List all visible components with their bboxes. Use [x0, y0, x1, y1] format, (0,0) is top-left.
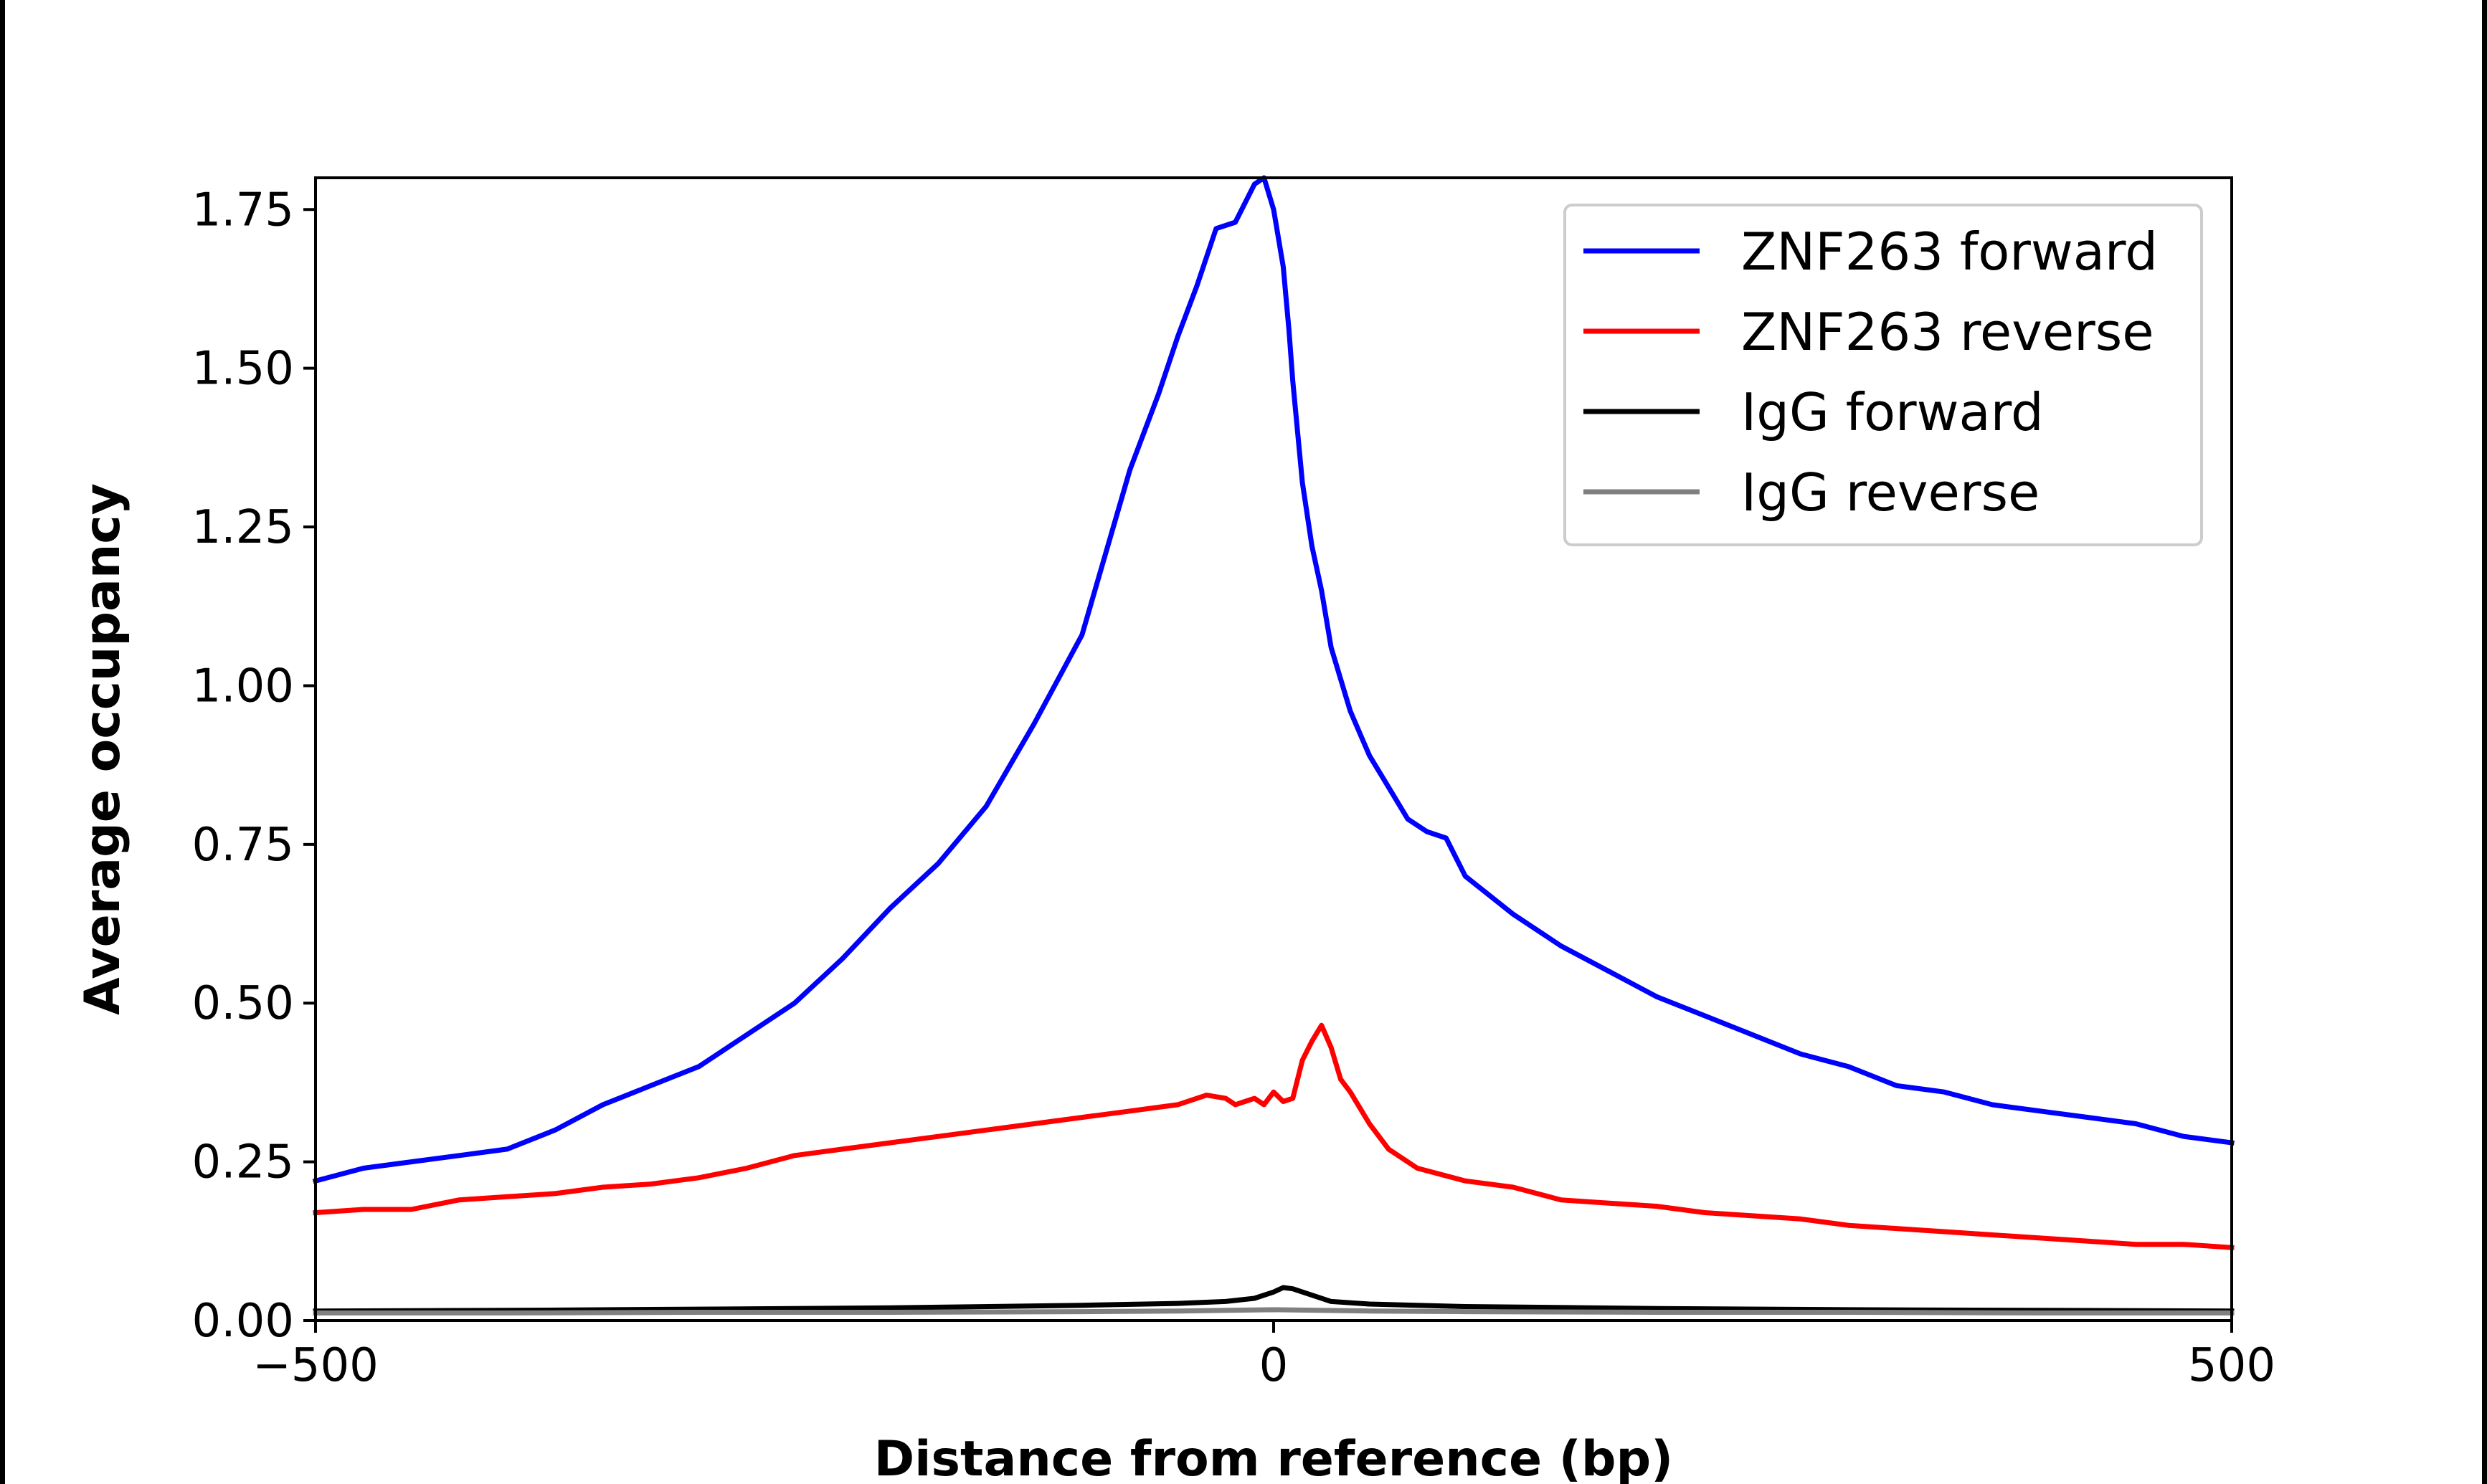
- series-line-igg-forward: [313, 1285, 2235, 1314]
- x-axis-ticks: −500 0 500: [252, 1321, 2275, 1392]
- x-tick-label: 500: [2188, 1339, 2275, 1392]
- legend-label: ZNF263 reverse: [1741, 302, 2154, 362]
- x-tick-label: −500: [252, 1339, 379, 1392]
- y-tick-label: 1.50: [192, 343, 295, 396]
- series-line-znf263-forward: [312, 175, 2235, 1184]
- x-axis-label: Distance from reference (bp): [874, 1431, 1674, 1484]
- left-border: [0, 0, 5, 1484]
- legend-label: IgG reverse: [1741, 462, 2040, 523]
- y-tick-label: 1.75: [192, 184, 295, 237]
- legend-label: IgG forward: [1741, 382, 2044, 442]
- legend-box: [1563, 204, 2203, 546]
- y-tick-label: 0.50: [192, 977, 295, 1030]
- right-border: [2482, 0, 2487, 1484]
- legend-label: ZNF263 forward: [1741, 222, 2158, 282]
- y-tick-label: 1.25: [192, 501, 295, 554]
- y-axis-ticks: 0.00 0.25 0.50 0.75 1.00 1.25 1.50 1.75: [192, 184, 316, 1348]
- x-tick-label: 0: [1259, 1339, 1289, 1392]
- legend: ZNF263 forward ZNF263 reverse IgG forward I…: [1563, 204, 2203, 546]
- legend-entries: ZNF263 forward ZNF263 reverse IgG forward I…: [1583, 222, 2158, 523]
- y-tick-label: 0.00: [192, 1295, 295, 1348]
- series-lines: [312, 175, 2235, 1316]
- y-tick-label: 0.25: [192, 1136, 295, 1189]
- y-tick-label: 0.75: [192, 819, 295, 872]
- y-tick-label: 1.00: [192, 660, 295, 713]
- series-line-igg-reverse: [313, 1307, 2235, 1316]
- y-axis-label: Average occupancy: [75, 483, 131, 1015]
- series-line-znf263-reverse: [313, 1022, 2235, 1250]
